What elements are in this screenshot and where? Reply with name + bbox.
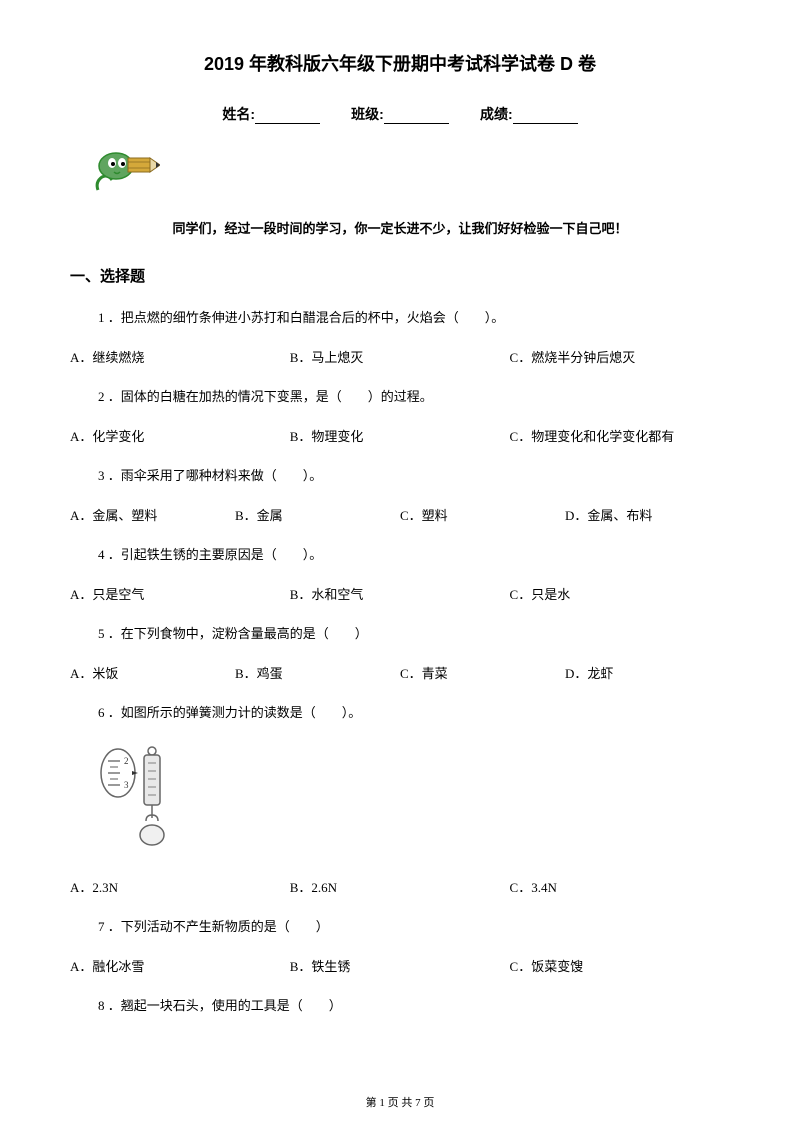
option: A．金属、塑料 — [70, 506, 235, 526]
name-label: 姓名: — [222, 106, 255, 122]
option: A．融化冰雪 — [70, 957, 290, 977]
option: A．继续燃烧 — [70, 348, 290, 368]
options-6: A．2.3NB．2.6NC．3.4N — [70, 878, 730, 898]
page-title: 2019 年教科版六年级下册期中考试科学试卷 D 卷 — [70, 50, 730, 76]
option: A．米饭 — [70, 664, 235, 684]
option: A．化学变化 — [70, 427, 290, 447]
option: B．金属 — [235, 506, 400, 526]
question-5: 5 ．在下列食物中，淀粉含量最高的是（ ） — [70, 624, 730, 644]
svg-text:2: 2 — [124, 756, 129, 766]
options-2: A．化学变化B．物理变化C．物理变化和化学变化都有 — [70, 427, 730, 447]
option: A．只是空气 — [70, 585, 290, 605]
question-1: 1 ．把点燃的细竹条伸进小苏打和白醋混合后的杯中，火焰会（ ）。 — [70, 308, 730, 328]
option: B．物理变化 — [290, 427, 510, 447]
question-2: 2 ．固体的白糖在加热的情况下变黑，是（ ）的过程。 — [70, 387, 730, 407]
student-info-line: 姓名: 班级: 成绩: — [70, 104, 730, 124]
option: C．3.4N — [510, 878, 730, 898]
section-title: 一、选择题 — [70, 265, 730, 286]
options-4: A．只是空气B．水和空气C．只是水 — [70, 585, 730, 605]
score-label: 成绩: — [480, 106, 513, 122]
pencil-icon — [90, 142, 730, 202]
options-5: A．米饭B．鸡蛋C．青菜D．龙虾 — [70, 664, 730, 684]
option: C．物理变化和化学变化都有 — [510, 427, 730, 447]
option: D．龙虾 — [565, 664, 730, 684]
class-label: 班级: — [351, 106, 384, 122]
name-blank — [255, 110, 320, 124]
option: B．2.6N — [290, 878, 510, 898]
question-7: 7 ．下列活动不产生新物质的是（ ） — [70, 917, 730, 937]
option: B．鸡蛋 — [235, 664, 400, 684]
option: C．只是水 — [510, 585, 730, 605]
class-blank — [384, 110, 449, 124]
option: C．青菜 — [400, 664, 565, 684]
option: D．金属、布料 — [565, 506, 730, 526]
question-4: 4 ．引起铁生锈的主要原因是（ ）。 — [70, 545, 730, 565]
options-1: A．继续燃烧B．马上熄灭C．燃烧半分钟后熄灭 — [70, 348, 730, 368]
svg-text:3: 3 — [124, 780, 129, 790]
option: B．铁生锈 — [290, 957, 510, 977]
encouragement-text: 同学们，经过一段时间的学习，你一定长进不少，让我们好好检验一下自己吧！ — [70, 218, 730, 237]
option: C．塑料 — [400, 506, 565, 526]
option: C．燃烧半分钟后熄灭 — [510, 348, 730, 368]
question-3: 3 ．雨伞采用了哪种材料来做（ ）。 — [70, 466, 730, 486]
option: C．饭菜变馊 — [510, 957, 730, 977]
question-8: 8 ．翘起一块石头，使用的工具是（ ） — [70, 996, 730, 1016]
option: B．马上熄灭 — [290, 348, 510, 368]
score-blank — [513, 110, 578, 124]
question-6: 6 ．如图所示的弹簧测力计的读数是（ ）。 — [70, 703, 730, 723]
option: B．水和空气 — [290, 585, 510, 605]
option: A．2.3N — [70, 878, 290, 898]
spring-scale-image: 2 3 — [100, 743, 730, 858]
options-3: A．金属、塑料B．金属C．塑料D．金属、布料 — [70, 506, 730, 526]
options-7: A．融化冰雪B．铁生锈C．饭菜变馊 — [70, 957, 730, 977]
page-footer: 第 1 页 共 7 页 — [0, 1094, 800, 1110]
